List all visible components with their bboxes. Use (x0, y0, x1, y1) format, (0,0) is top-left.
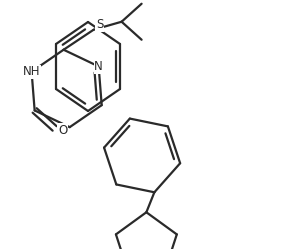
Text: O: O (58, 124, 67, 137)
Text: NH: NH (23, 65, 40, 78)
Text: S: S (96, 18, 103, 31)
Text: N: N (94, 60, 103, 73)
